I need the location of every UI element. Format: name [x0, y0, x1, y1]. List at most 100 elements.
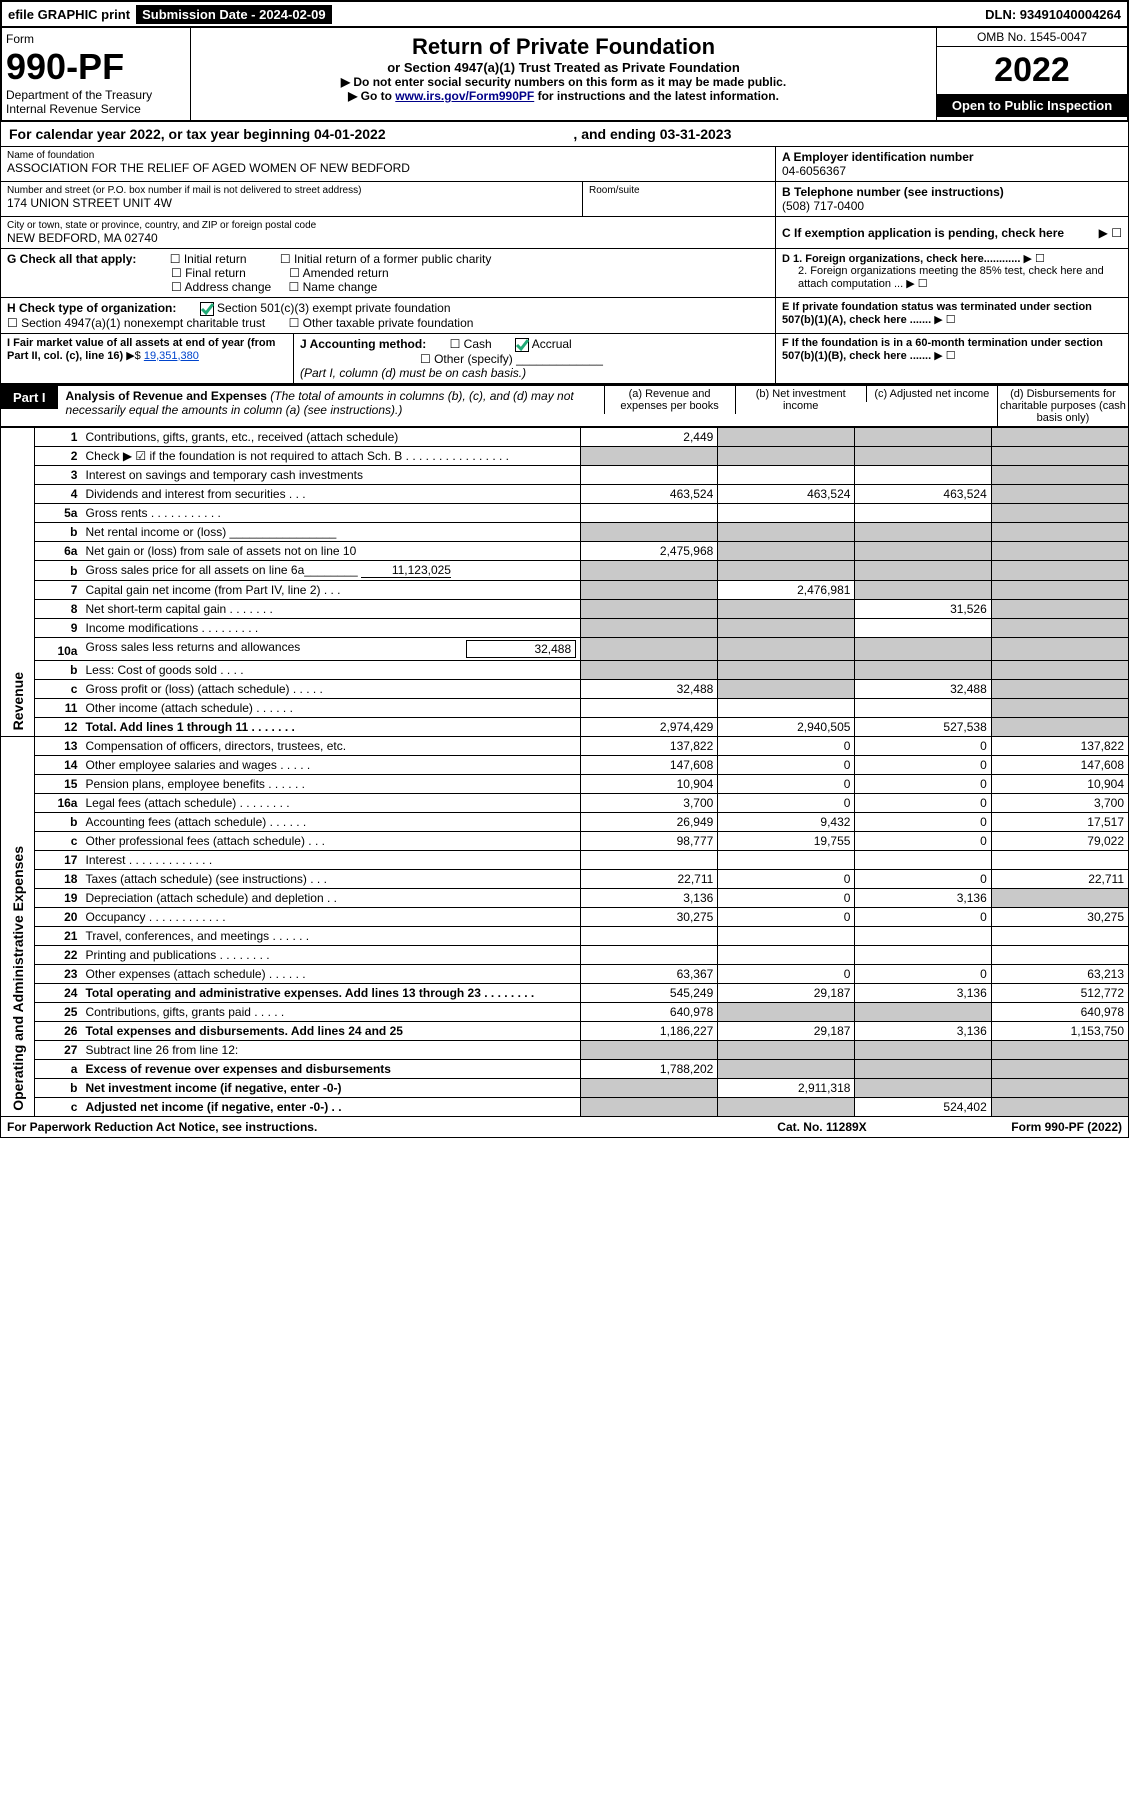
line-desc: Net gain or (loss) from sale of assets n… — [81, 541, 580, 560]
cell-b — [718, 599, 855, 618]
table-row: 22Printing and publications . . . . . . … — [1, 945, 1129, 964]
line-desc: Other expenses (attach schedule) . . . .… — [81, 964, 580, 983]
line-number: 9 — [35, 618, 82, 637]
cell-a — [581, 1078, 718, 1097]
d2-label: 2. Foreign organizations meeting the 85%… — [798, 265, 1104, 290]
cell-c: 524,402 — [855, 1097, 991, 1116]
j-other[interactable]: Other (specify) — [434, 352, 513, 366]
open-public: Open to Public Inspection — [937, 94, 1127, 117]
cell-c: 31,526 — [855, 599, 991, 618]
col-a-head: (a) Revenue and expenses per books — [604, 386, 735, 414]
line-number: b — [35, 560, 82, 580]
table-row: Revenue1Contributions, gifts, grants, et… — [1, 427, 1129, 446]
cell-a: 1,788,202 — [581, 1059, 718, 1078]
instr-link[interactable]: www.irs.gov/Form990PF — [395, 89, 534, 103]
cell-a: 22,711 — [581, 869, 718, 888]
cell-c: 527,538 — [855, 717, 991, 736]
col-c-head: (c) Adjusted net income — [866, 386, 997, 402]
line-desc: Occupancy . . . . . . . . . . . . — [81, 907, 580, 926]
g-final[interactable]: Final return — [185, 266, 246, 280]
table-row: bLess: Cost of goods sold . . . . — [1, 660, 1129, 679]
j-accrual[interactable]: Accrual — [532, 337, 572, 351]
cell-c: 0 — [855, 736, 991, 755]
i-value[interactable]: 19,351,380 — [144, 350, 199, 362]
j-cash[interactable]: Cash — [464, 337, 492, 351]
cell-c — [855, 541, 991, 560]
line-number: 14 — [35, 755, 82, 774]
g-label: G Check all that apply: — [7, 252, 136, 266]
cal-mid: , and ending — [573, 126, 659, 142]
cell-d — [991, 1040, 1128, 1059]
h-other-tax[interactable]: Other taxable private foundation — [303, 316, 474, 330]
cell-a: 463,524 — [581, 484, 718, 503]
cell-a: 137,822 — [581, 736, 718, 755]
cell-b: 0 — [718, 793, 855, 812]
line-desc: Net short-term capital gain . . . . . . … — [81, 599, 580, 618]
cell-a — [581, 560, 718, 580]
table-row: 26Total expenses and disbursements. Add … — [1, 1021, 1129, 1040]
h-501[interactable]: Section 501(c)(3) exempt private foundat… — [217, 301, 450, 315]
table-row: 2Check ▶ ☑ if the foundation is not requ… — [1, 446, 1129, 465]
line-number: 1 — [35, 427, 82, 446]
cell-a: 147,608 — [581, 755, 718, 774]
g-initial-former[interactable]: Initial return of a former public charit… — [294, 252, 491, 266]
phone-value: (508) 717-0400 — [782, 199, 1122, 213]
cell-b — [718, 679, 855, 698]
line-desc: Excess of revenue over expenses and disb… — [81, 1059, 580, 1078]
table-row: bNet rental income or (loss) ___________… — [1, 522, 1129, 541]
line-desc: Capital gain net income (from Part IV, l… — [81, 580, 580, 599]
cell-c — [855, 637, 991, 660]
cell-d — [991, 560, 1128, 580]
line-desc: Gross sales price for all assets on line… — [81, 560, 580, 580]
line-number: c — [35, 679, 82, 698]
cell-c: 0 — [855, 755, 991, 774]
line-desc: Total operating and administrative expen… — [81, 983, 580, 1002]
cell-a — [581, 945, 718, 964]
cell-b — [718, 560, 855, 580]
cell-b: 19,755 — [718, 831, 855, 850]
cell-c: 0 — [855, 964, 991, 983]
cell-a: 26,949 — [581, 812, 718, 831]
cell-a — [581, 618, 718, 637]
cell-b: 2,940,505 — [718, 717, 855, 736]
col-b-head: (b) Net investment income — [735, 386, 866, 414]
checkbox-c[interactable]: ▶ ☐ — [1099, 226, 1122, 240]
city-label: City or town, state or province, country… — [7, 220, 769, 231]
g-check-block: G Check all that apply: ☐ Initial return… — [1, 249, 775, 297]
irs-label: Internal Revenue Service — [6, 102, 186, 116]
line-desc: Total expenses and disbursements. Add li… — [81, 1021, 580, 1040]
part1-title: Analysis of Revenue and Expenses — [66, 389, 267, 403]
line-number: 4 — [35, 484, 82, 503]
cell-a — [581, 446, 718, 465]
cell-c — [855, 580, 991, 599]
ein-label: A Employer identification number — [782, 150, 1122, 164]
g-initial[interactable]: Initial return — [184, 252, 247, 266]
g-address[interactable]: Address change — [184, 280, 271, 294]
g-amended[interactable]: Amended return — [303, 266, 389, 280]
efile-label: efile GRAPHIC print — [2, 5, 136, 24]
cell-c — [855, 560, 991, 580]
footer-mid: Cat. No. 11289X — [722, 1120, 922, 1134]
instr2-pre: ▶ Go to — [348, 89, 395, 103]
cell-c: 0 — [855, 793, 991, 812]
cell-d — [991, 465, 1128, 484]
cell-c — [855, 1002, 991, 1021]
h-4947[interactable]: Section 4947(a)(1) nonexempt charitable … — [21, 316, 265, 330]
cell-a: 1,186,227 — [581, 1021, 718, 1040]
room-label: Room/suite — [589, 185, 769, 196]
table-row: 17Interest . . . . . . . . . . . . . — [1, 850, 1129, 869]
cell-a: 98,777 — [581, 831, 718, 850]
info-grid: Name of foundation ASSOCIATION FOR THE R… — [0, 147, 1129, 384]
cell-b — [718, 1097, 855, 1116]
part1-header: Part I Analysis of Revenue and Expenses … — [0, 384, 1129, 427]
line-desc: Other professional fees (attach schedule… — [81, 831, 580, 850]
cell-a — [581, 1097, 718, 1116]
cell-b: 2,911,318 — [718, 1078, 855, 1097]
cell-c — [855, 465, 991, 484]
cell-d — [991, 580, 1128, 599]
cell-a: 545,249 — [581, 983, 718, 1002]
cell-a — [581, 599, 718, 618]
g-name[interactable]: Name change — [303, 280, 378, 294]
line-number: 6a — [35, 541, 82, 560]
cell-a — [581, 522, 718, 541]
